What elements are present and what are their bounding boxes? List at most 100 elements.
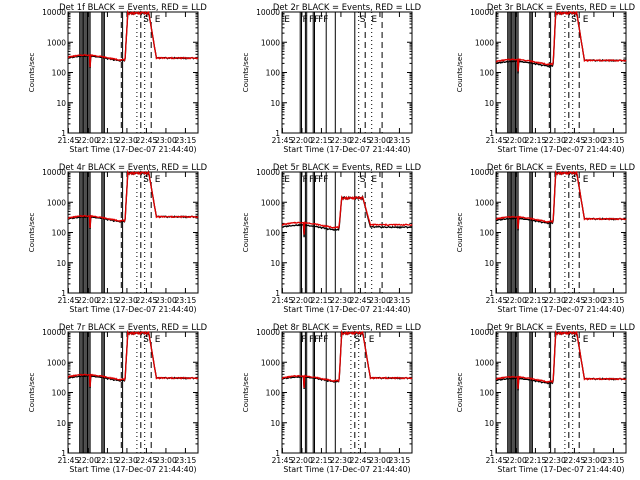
x-tick-label: 23:15 [603, 296, 625, 305]
y-axis-label: Counts/sec [455, 213, 464, 253]
x-axis-label: Start Time (17-Dec-07 21:44:40) [497, 465, 624, 474]
y-tick-label: 10000 [470, 8, 494, 17]
x-tick-label: 21:45 [272, 296, 294, 305]
y-tick-label: 100 [52, 389, 67, 398]
x-tick-label: 22:15 [97, 136, 119, 145]
x-tick-label: 22:15 [311, 136, 333, 145]
x-tick-label: 23:00 [583, 136, 605, 145]
x-tick-label: 22:45 [136, 456, 158, 465]
x-axis-label: Start Time (17-Dec-07 21:44:40) [69, 465, 196, 474]
x-axis-label: Start Time (17-Dec-07 21:44:40) [283, 145, 410, 154]
x-tick-label: 22:15 [97, 296, 119, 305]
x-tick-label: 22:15 [525, 296, 547, 305]
x-tick-label: 23:00 [155, 296, 177, 305]
y-tick-label: 1 [61, 129, 66, 138]
y-tick-label: 1000 [475, 358, 494, 367]
x-tick-label: 22:45 [136, 296, 158, 305]
lld-series-line [67, 329, 199, 387]
lld-series-line [495, 10, 627, 72]
y-tick-label: 1000 [47, 198, 66, 207]
x-axis-label: Start Time (17-Dec-07 21:44:40) [69, 145, 196, 154]
x-tick-label: 22:30 [116, 296, 138, 305]
y-tick-label: 10000 [42, 168, 66, 177]
marker-annotation: FF [309, 15, 319, 25]
x-tick-label: 22:30 [544, 456, 566, 465]
x-axis-label: Start Time (17-Dec-07 21:44:40) [283, 465, 410, 474]
x-tick-label: 22:00 [291, 296, 313, 305]
y-tick-label: 1 [275, 449, 280, 458]
y-tick-label: 10 [484, 259, 494, 268]
marker-annotation: FF [318, 15, 328, 25]
x-tick-label: 22:00 [505, 456, 527, 465]
marker-annotation: F [303, 15, 308, 25]
y-tick-label: 1 [275, 289, 280, 298]
panel-det-2: Det 2r BLACK = Events, RED = LLD 1 10 100 10… [241, 2, 421, 154]
y-tick-label: 100 [266, 69, 281, 78]
y-tick-label: 1000 [475, 198, 494, 207]
panel-title: Det 4r BLACK = Events, RED = LLD [59, 162, 207, 172]
x-tick-label: 22:00 [505, 296, 527, 305]
marker-annotation: E [155, 175, 161, 185]
panel-title: Det 3r BLACK = Events, RED = LLD [487, 2, 635, 12]
y-tick-label: 1 [61, 449, 66, 458]
y-tick-label: 1000 [47, 38, 66, 47]
y-tick-label: 1 [489, 449, 494, 458]
x-tick-label: 22:45 [136, 136, 158, 145]
marker-annotation: E [583, 175, 589, 185]
y-axis-label: Counts/sec [27, 53, 36, 93]
panel-det-9: Det 9r BLACK = Events, RED = LLD 1 10 100 10… [455, 322, 635, 474]
y-tick-label: 10 [484, 99, 494, 108]
x-tick-label: 21:45 [486, 296, 508, 305]
lld-series-line [495, 170, 627, 229]
x-tick-label: 23:00 [155, 136, 177, 145]
y-tick-label: 100 [480, 389, 495, 398]
marker-annotation: E [284, 15, 290, 25]
panel-title: Det 1f BLACK = Events, RED = LLD [59, 2, 207, 12]
lld-series-line [495, 330, 627, 389]
y-tick-label: 100 [266, 389, 281, 398]
marker-annotation: FF [318, 335, 328, 345]
y-tick-label: 1 [275, 129, 280, 138]
lld-series-line [281, 195, 413, 235]
x-tick-label: 21:45 [58, 296, 80, 305]
panel-det-8: Det 8r BLACK = Events, RED = LLD 1 10 100 10… [241, 322, 421, 474]
y-tick-label: 10 [270, 419, 280, 428]
x-tick-label: 22:15 [525, 136, 547, 145]
lld-series-line [67, 9, 199, 68]
x-tick-label: 23:00 [155, 456, 177, 465]
x-tick-label: 23:15 [175, 296, 197, 305]
marker-annotation: FF [309, 175, 319, 185]
y-tick-label: 1000 [261, 358, 280, 367]
marker-annotation: FF [318, 175, 328, 185]
x-tick-label: 22:15 [525, 456, 547, 465]
x-tick-label: 23:15 [389, 296, 411, 305]
y-tick-label: 10 [270, 99, 280, 108]
marker-annotation: F [301, 335, 306, 345]
x-tick-label: 23:00 [583, 296, 605, 305]
y-tick-label: 100 [52, 69, 67, 78]
x-tick-label: 23:15 [603, 456, 625, 465]
marker-annotation: E [284, 175, 290, 185]
y-tick-label: 10 [56, 259, 66, 268]
x-axis-label: Start Time (17-Dec-07 21:44:40) [497, 305, 624, 314]
x-tick-label: 23:00 [583, 456, 605, 465]
x-tick-label: 22:45 [350, 296, 372, 305]
panel-det-5: Det 5r BLACK = Events, RED = LLD 1 10 100 10… [241, 162, 421, 314]
x-tick-label: 22:30 [330, 456, 352, 465]
panel-title: Det 9r BLACK = Events, RED = LLD [487, 322, 635, 332]
panel-title: Det 5r BLACK = Events, RED = LLD [273, 162, 421, 172]
x-tick-label: 21:45 [272, 456, 294, 465]
x-tick-label: 22:00 [505, 136, 527, 145]
lld-series-line [281, 329, 413, 389]
marker-annotation: E [371, 175, 377, 185]
marker-annotation: E [583, 335, 589, 345]
marker-annotation: S [143, 15, 149, 25]
marker-annotation: S [143, 335, 149, 345]
panel-det-1: Det 1f BLACK = Events, RED = LLD 1 10 100 10… [27, 2, 207, 154]
x-tick-label: 22:00 [77, 456, 99, 465]
x-tick-label: 22:00 [291, 136, 313, 145]
x-tick-label: 22:30 [544, 136, 566, 145]
x-tick-label: 23:00 [369, 456, 391, 465]
y-tick-label: 10 [270, 259, 280, 268]
x-tick-label: 22:30 [330, 296, 352, 305]
